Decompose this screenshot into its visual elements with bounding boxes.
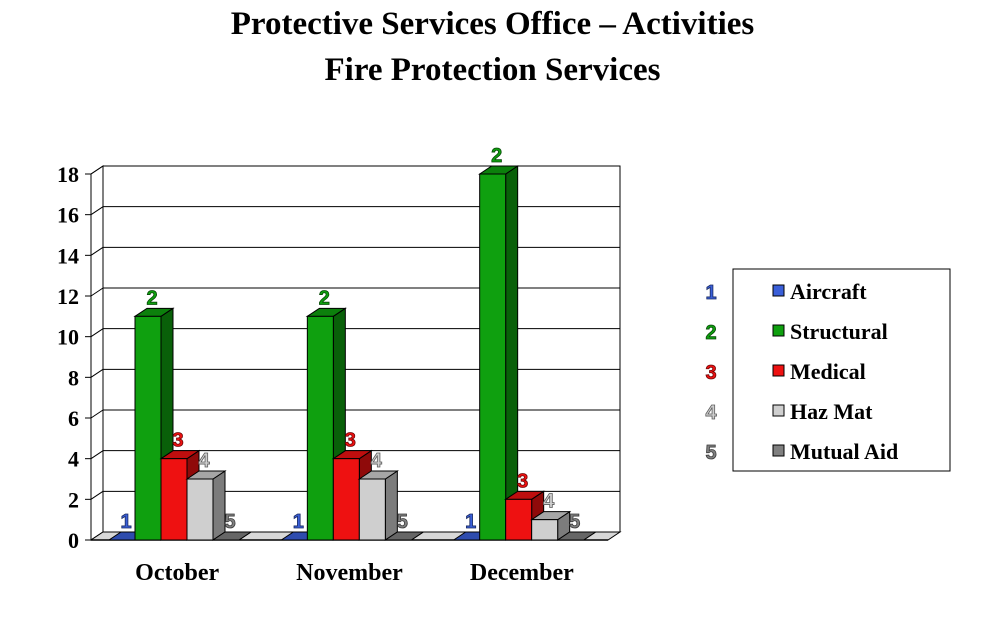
- bar-top: [211, 531, 253, 541]
- data-label: 4: [198, 450, 210, 472]
- legend-label: Structural: [790, 319, 888, 344]
- chart-title-line-2: Fire Protection Services: [324, 52, 661, 88]
- gridline-side: [90, 409, 104, 419]
- bar-top: [556, 531, 598, 541]
- data-label: 5: [569, 511, 580, 533]
- gridline-side: [90, 328, 104, 338]
- legend-swatch: [772, 364, 785, 377]
- data-label: 4: [371, 450, 383, 472]
- gridline-side: [90, 287, 104, 297]
- data-label: 1: [293, 511, 304, 533]
- data-label: 1: [465, 511, 476, 533]
- legend-marker: 3: [705, 362, 716, 384]
- y-tick-label: 18: [57, 162, 79, 187]
- bar-side: [212, 470, 226, 541]
- legend-swatch: [772, 284, 785, 297]
- data-label: 2: [146, 287, 157, 309]
- bar: [479, 173, 507, 541]
- legend-label: Mutual Aid: [790, 439, 898, 464]
- y-tick-label: 14: [57, 243, 79, 268]
- bar: [332, 458, 360, 541]
- legend-label: Haz Mat: [790, 399, 873, 424]
- legend-marker: 5: [705, 442, 716, 464]
- legend-marker: 4: [705, 402, 717, 424]
- y-tick-label: 16: [57, 203, 79, 228]
- bar: [358, 478, 386, 541]
- bar-side: [384, 470, 398, 541]
- chart-title-line-1: Protective Services Office – Activities: [230, 6, 755, 42]
- plot-side-wall: [90, 165, 104, 541]
- data-label: 2: [491, 145, 502, 167]
- legend-swatch: [772, 404, 785, 417]
- bar: [306, 315, 334, 541]
- y-tick-label: 10: [57, 325, 79, 350]
- gridline-side: [90, 206, 104, 216]
- x-tick-label: October: [135, 560, 219, 586]
- bar-side: [505, 165, 519, 541]
- gridline-side: [90, 165, 104, 175]
- y-tick-label: 8: [68, 365, 79, 390]
- bar: [186, 478, 214, 541]
- data-label: 3: [172, 430, 183, 452]
- data-label: 5: [397, 511, 408, 533]
- gridline-side: [90, 368, 104, 378]
- y-tick-label: 12: [57, 284, 79, 309]
- bar: [134, 315, 162, 541]
- data-label: 3: [345, 430, 356, 452]
- x-tick-label: November: [296, 560, 403, 586]
- data-label: 1: [120, 511, 131, 533]
- legend-marker: 2: [705, 322, 716, 344]
- y-tick-label: 0: [68, 528, 79, 553]
- y-tick-label: 6: [68, 406, 79, 431]
- x-tick-label: December: [470, 560, 574, 586]
- bar: [505, 498, 533, 541]
- legend-swatch: [772, 444, 785, 457]
- legend-marker: 1: [705, 282, 716, 304]
- legend-label: Medical: [790, 359, 866, 384]
- data-label: 3: [517, 470, 528, 492]
- bar-top: [383, 531, 425, 541]
- legend-label: Aircraft: [790, 279, 867, 304]
- legend-swatch: [772, 324, 785, 337]
- bar: [531, 519, 559, 541]
- gridline-side: [90, 450, 104, 460]
- data-label: 2: [319, 287, 330, 309]
- gridline-side: [90, 490, 104, 500]
- gridline-side: [90, 246, 104, 256]
- y-tick-label: 4: [68, 447, 79, 472]
- y-tick-label: 2: [68, 487, 79, 512]
- bar: [160, 458, 188, 541]
- data-label: 4: [543, 491, 555, 513]
- data-label: 5: [224, 511, 235, 533]
- legend-box: [732, 268, 951, 472]
